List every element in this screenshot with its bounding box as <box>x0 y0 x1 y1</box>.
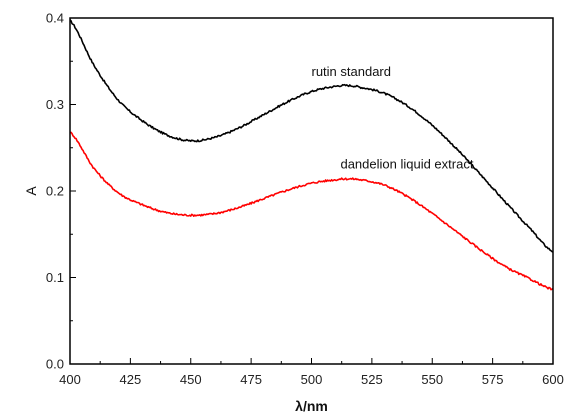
x-tick-label: 550 <box>421 372 443 387</box>
x-tick-label: 475 <box>240 372 262 387</box>
curves-layer <box>69 19 554 291</box>
x-tick-label: 600 <box>542 372 564 387</box>
series-line-dandelion-extract <box>69 131 554 291</box>
annotation-dandelion-extract: dandelion liquid extract <box>340 157 473 172</box>
x-tick-label: 500 <box>301 372 323 387</box>
x-tick-label: 575 <box>482 372 504 387</box>
x-tick-label: 425 <box>120 372 142 387</box>
tick-labels-layer: 400 425 450 475 500 525 550 575 600 0.0 0.1 0.2 0.3 0… <box>46 11 564 388</box>
x-tick-label: 450 <box>180 372 202 387</box>
x-tick-label: 525 <box>361 372 383 387</box>
ticks-layer <box>69 17 554 365</box>
y-tick-label: 0.1 <box>46 270 64 285</box>
y-tick-label: 0.3 <box>46 97 64 112</box>
y-tick-label: 0.2 <box>46 184 64 199</box>
annotation-rutin-standard: rutin standard <box>312 64 392 79</box>
x-tick-label: 400 <box>59 372 81 387</box>
y-axis-title: A <box>23 186 39 196</box>
annotations-layer: rutin standard dandelion liquid extract <box>312 64 474 172</box>
y-tick-label: 0.0 <box>46 357 64 372</box>
y-tick-label: 0.4 <box>46 11 64 26</box>
x-axis-title: λ/nm <box>295 398 328 414</box>
series-line-rutin-standard <box>69 19 554 253</box>
